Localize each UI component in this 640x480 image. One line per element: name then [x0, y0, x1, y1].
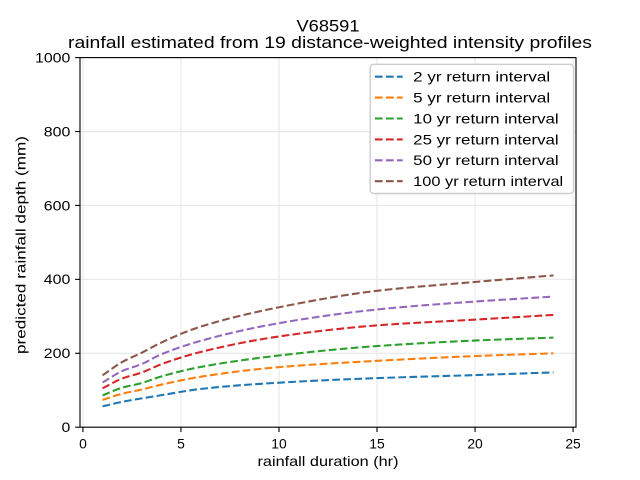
- svg-text:2 yr return interval: 2 yr return interval: [413, 69, 550, 85]
- svg-text:1000: 1000: [35, 49, 71, 65]
- svg-text:400: 400: [44, 271, 71, 287]
- svg-text:rainfall estimated from 19 dis: rainfall estimated from 19 distance-weig…: [68, 33, 592, 52]
- svg-text:800: 800: [44, 123, 71, 139]
- svg-text:50 yr return interval: 50 yr return interval: [413, 152, 559, 168]
- svg-text:rainfall duration (hr): rainfall duration (hr): [258, 453, 399, 469]
- svg-text:100 yr return interval: 100 yr return interval: [413, 173, 563, 189]
- svg-text:200: 200: [44, 345, 71, 361]
- svg-text:5 yr return interval: 5 yr return interval: [413, 89, 550, 105]
- svg-text:10 yr return interval: 10 yr return interval: [413, 110, 559, 126]
- svg-text:0: 0: [62, 419, 71, 435]
- svg-text:5: 5: [177, 435, 185, 451]
- svg-text:15: 15: [369, 435, 385, 451]
- svg-text:predicted rainfall depth (mm): predicted rainfall depth (mm): [13, 136, 29, 354]
- svg-text:V68591: V68591: [297, 16, 360, 35]
- svg-text:10: 10: [271, 435, 287, 451]
- svg-text:20: 20: [467, 435, 483, 451]
- svg-text:0: 0: [79, 435, 87, 451]
- svg-text:25: 25: [565, 435, 581, 451]
- svg-text:25 yr return interval: 25 yr return interval: [413, 131, 559, 147]
- svg-text:600: 600: [44, 197, 71, 213]
